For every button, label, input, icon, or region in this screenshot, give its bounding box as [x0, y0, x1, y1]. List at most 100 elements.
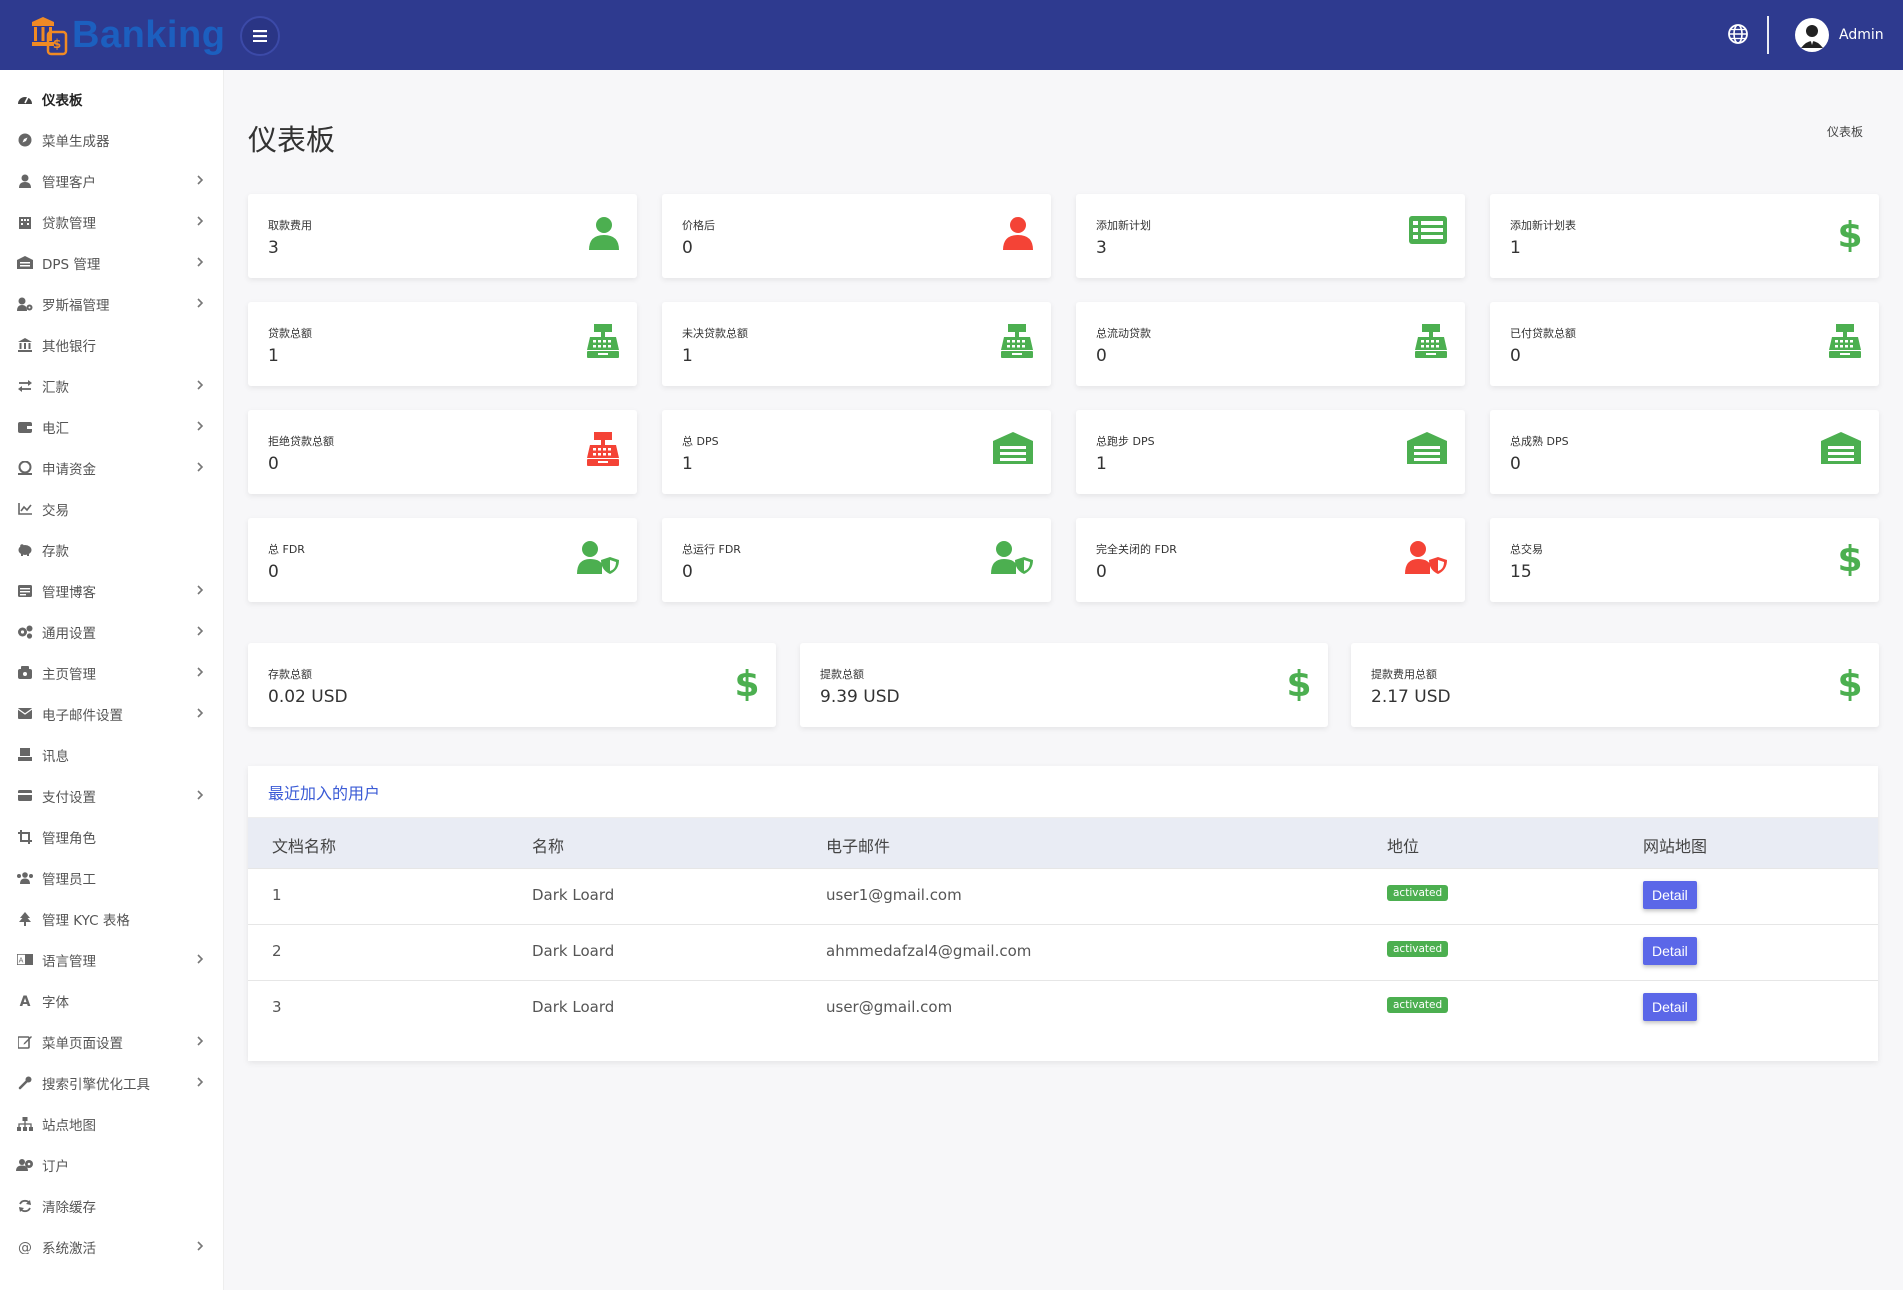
- stat-value: 15: [1510, 562, 1532, 582]
- breadcrumb[interactable]: 仪表板: [1827, 125, 1864, 139]
- sidebar-item-clear-cache[interactable]: 清除缓存: [0, 1185, 224, 1226]
- cash-register-icon: [1415, 324, 1447, 362]
- stat-card: 总 FDR 0: [248, 518, 637, 602]
- sidebar-item-menu-builder[interactable]: 菜单生成器: [0, 119, 224, 160]
- dollar-icon: $: [1837, 539, 1862, 580]
- stat-value: 0: [268, 562, 279, 582]
- stat-card: 存款总额 0.02 USD $: [248, 643, 776, 727]
- detail-button[interactable]: Detail: [1643, 881, 1697, 909]
- sidebar-item-kyc[interactable]: 管理 KYC 表格: [0, 898, 224, 939]
- bank-logo-icon: $: [32, 16, 68, 55]
- sidebar-item-seo-tools[interactable]: 搜索引擎优化工具: [0, 1062, 224, 1103]
- sidebar-item-blog[interactable]: 管理博客: [0, 570, 224, 611]
- stat-card: 总运行 FDR 0: [662, 518, 1051, 602]
- stat-value: 0.02 USD: [268, 687, 348, 707]
- sidebar-item-activation[interactable]: @ 系统激活: [0, 1226, 224, 1267]
- user-menu[interactable]: Admin: [1795, 18, 1884, 52]
- sidebar-item-other-banks[interactable]: 其他银行: [0, 324, 224, 365]
- sidebar-item-loans[interactable]: 贷款管理: [0, 201, 224, 242]
- garage-icon: [16, 254, 34, 272]
- chevron-right-icon: [197, 421, 204, 431]
- stat-label: 添加新计划表: [1510, 219, 1576, 232]
- cell-email: ahmmedafzal4@gmail.com: [826, 942, 1032, 960]
- sidebar-item-menu-pages[interactable]: 菜单页面设置: [0, 1021, 224, 1062]
- cell-email: user1@gmail.com: [826, 886, 962, 904]
- sidebar-item-languages[interactable]: A 语言管理: [0, 939, 224, 980]
- stat-card: 总 DPS 1: [662, 410, 1051, 494]
- table-row: 3 Dark Loard user@gmail.com activated De…: [248, 980, 1878, 1036]
- stat-value: 0: [1096, 346, 1107, 366]
- stat-label: 已付贷款总额: [1510, 327, 1576, 340]
- sidebar-item-messages[interactable]: 讯息: [0, 734, 224, 775]
- sidebar-item-label: 搜索引擎优化工具: [42, 1076, 150, 1093]
- status-badge: activated: [1387, 885, 1449, 901]
- sidebar-item-subscribers[interactable]: 订户: [0, 1144, 224, 1185]
- sidebar-item-wire[interactable]: 电汇: [0, 406, 224, 447]
- stat-card: 价格后 0: [662, 194, 1051, 278]
- svg-text:$: $: [1839, 665, 1861, 701]
- sidebar-item-label: 汇款: [42, 379, 69, 396]
- detail-button[interactable]: Detail: [1643, 937, 1697, 965]
- sidebar-item-fund-request[interactable]: 申请资金: [0, 447, 224, 488]
- top-navbar: $ Banking Admin: [0, 0, 1903, 70]
- stat-label: 拒绝贷款总额: [268, 435, 334, 448]
- stat-label: 存款总额: [268, 668, 312, 681]
- header-divider: [1767, 16, 1769, 54]
- sidebar-item-label: 其他银行: [42, 338, 96, 355]
- sidebar-item-remittance[interactable]: 汇款: [0, 365, 224, 406]
- sidebar-item-roosevelt[interactable]: 罗斯福管理: [0, 283, 224, 324]
- stat-label: 总跑步 DPS: [1096, 435, 1155, 448]
- money-icon: [16, 459, 34, 477]
- sidebar-item-payment-settings[interactable]: 支付设置: [0, 775, 224, 816]
- cell-id: 3: [272, 998, 282, 1016]
- chevron-right-icon: [197, 954, 204, 964]
- user-icon: [16, 172, 34, 190]
- list-card-icon: [1409, 216, 1447, 248]
- user-shield-icon: [577, 540, 619, 578]
- sidebar-item-transactions[interactable]: 交易: [0, 488, 224, 529]
- sidebar-item-home-management[interactable]: 主页管理: [0, 652, 224, 693]
- sidebar-item-label: 贷款管理: [42, 215, 96, 232]
- brand-logo[interactable]: $ Banking: [30, 14, 225, 57]
- table-header: 文档名称 名称 电子邮件 地位 网站地图: [248, 818, 1878, 868]
- tree-icon: [16, 910, 34, 928]
- detail-button[interactable]: Detail: [1643, 993, 1697, 1021]
- sidebar-item-email-settings[interactable]: 电子邮件设置: [0, 693, 224, 734]
- stat-card: 总跑步 DPS 1: [1076, 410, 1465, 494]
- sidebar-item-label: 存款: [42, 543, 69, 560]
- sidebar-item-label: 支付设置: [42, 789, 96, 806]
- sidebar-item-label: 管理 KYC 表格: [42, 912, 130, 929]
- recent-users-title: 最近加入的用户: [268, 784, 381, 803]
- sidebar-toggle-button[interactable]: [240, 16, 280, 56]
- warehouse-icon: [993, 432, 1033, 468]
- chart-line-icon: [16, 500, 34, 518]
- page-title: 仪表板: [248, 123, 336, 157]
- sidebar-item-label: 站点地图: [42, 1117, 96, 1134]
- sidebar-item-deposits[interactable]: 存款: [0, 529, 224, 570]
- sidebar-item-general-settings[interactable]: 通用设置: [0, 611, 224, 652]
- sidebar-item-roles[interactable]: 管理角色: [0, 816, 224, 857]
- stat-label: 价格后: [682, 219, 715, 232]
- chevron-right-icon: [197, 175, 204, 185]
- sidebar-item-staff[interactable]: 管理员工: [0, 857, 224, 898]
- envelope-icon: [16, 705, 34, 723]
- cell-name: Dark Loard: [532, 886, 615, 904]
- column-header: 电子邮件: [826, 837, 891, 856]
- sidebar-item-label: 罗斯福管理: [42, 297, 110, 314]
- stat-label: 总运行 FDR: [682, 543, 741, 556]
- stat-label: 总 FDR: [268, 543, 305, 556]
- sidebar-item-fonts[interactable]: A 字体: [0, 980, 224, 1021]
- stat-card: 取款费用 3: [248, 194, 637, 278]
- sidebar-item-dps[interactable]: DPS 管理: [0, 242, 224, 283]
- stat-value: 1: [1510, 238, 1521, 258]
- building-icon: [16, 213, 34, 231]
- stat-card: 提款总额 9.39 USD $: [800, 643, 1328, 727]
- globe-icon[interactable]: [1727, 23, 1749, 45]
- stat-card: 完全关闭的 FDR 0: [1076, 518, 1465, 602]
- sidebar-item-sitemap[interactable]: 站点地图: [0, 1103, 224, 1144]
- stat-value: 0: [682, 562, 693, 582]
- dollar-icon: $: [1837, 215, 1862, 256]
- sidebar-item-customers[interactable]: 管理客户: [0, 160, 224, 201]
- sidebar-item-dashboard[interactable]: 仪表板: [0, 78, 224, 119]
- avatar: [1795, 18, 1829, 52]
